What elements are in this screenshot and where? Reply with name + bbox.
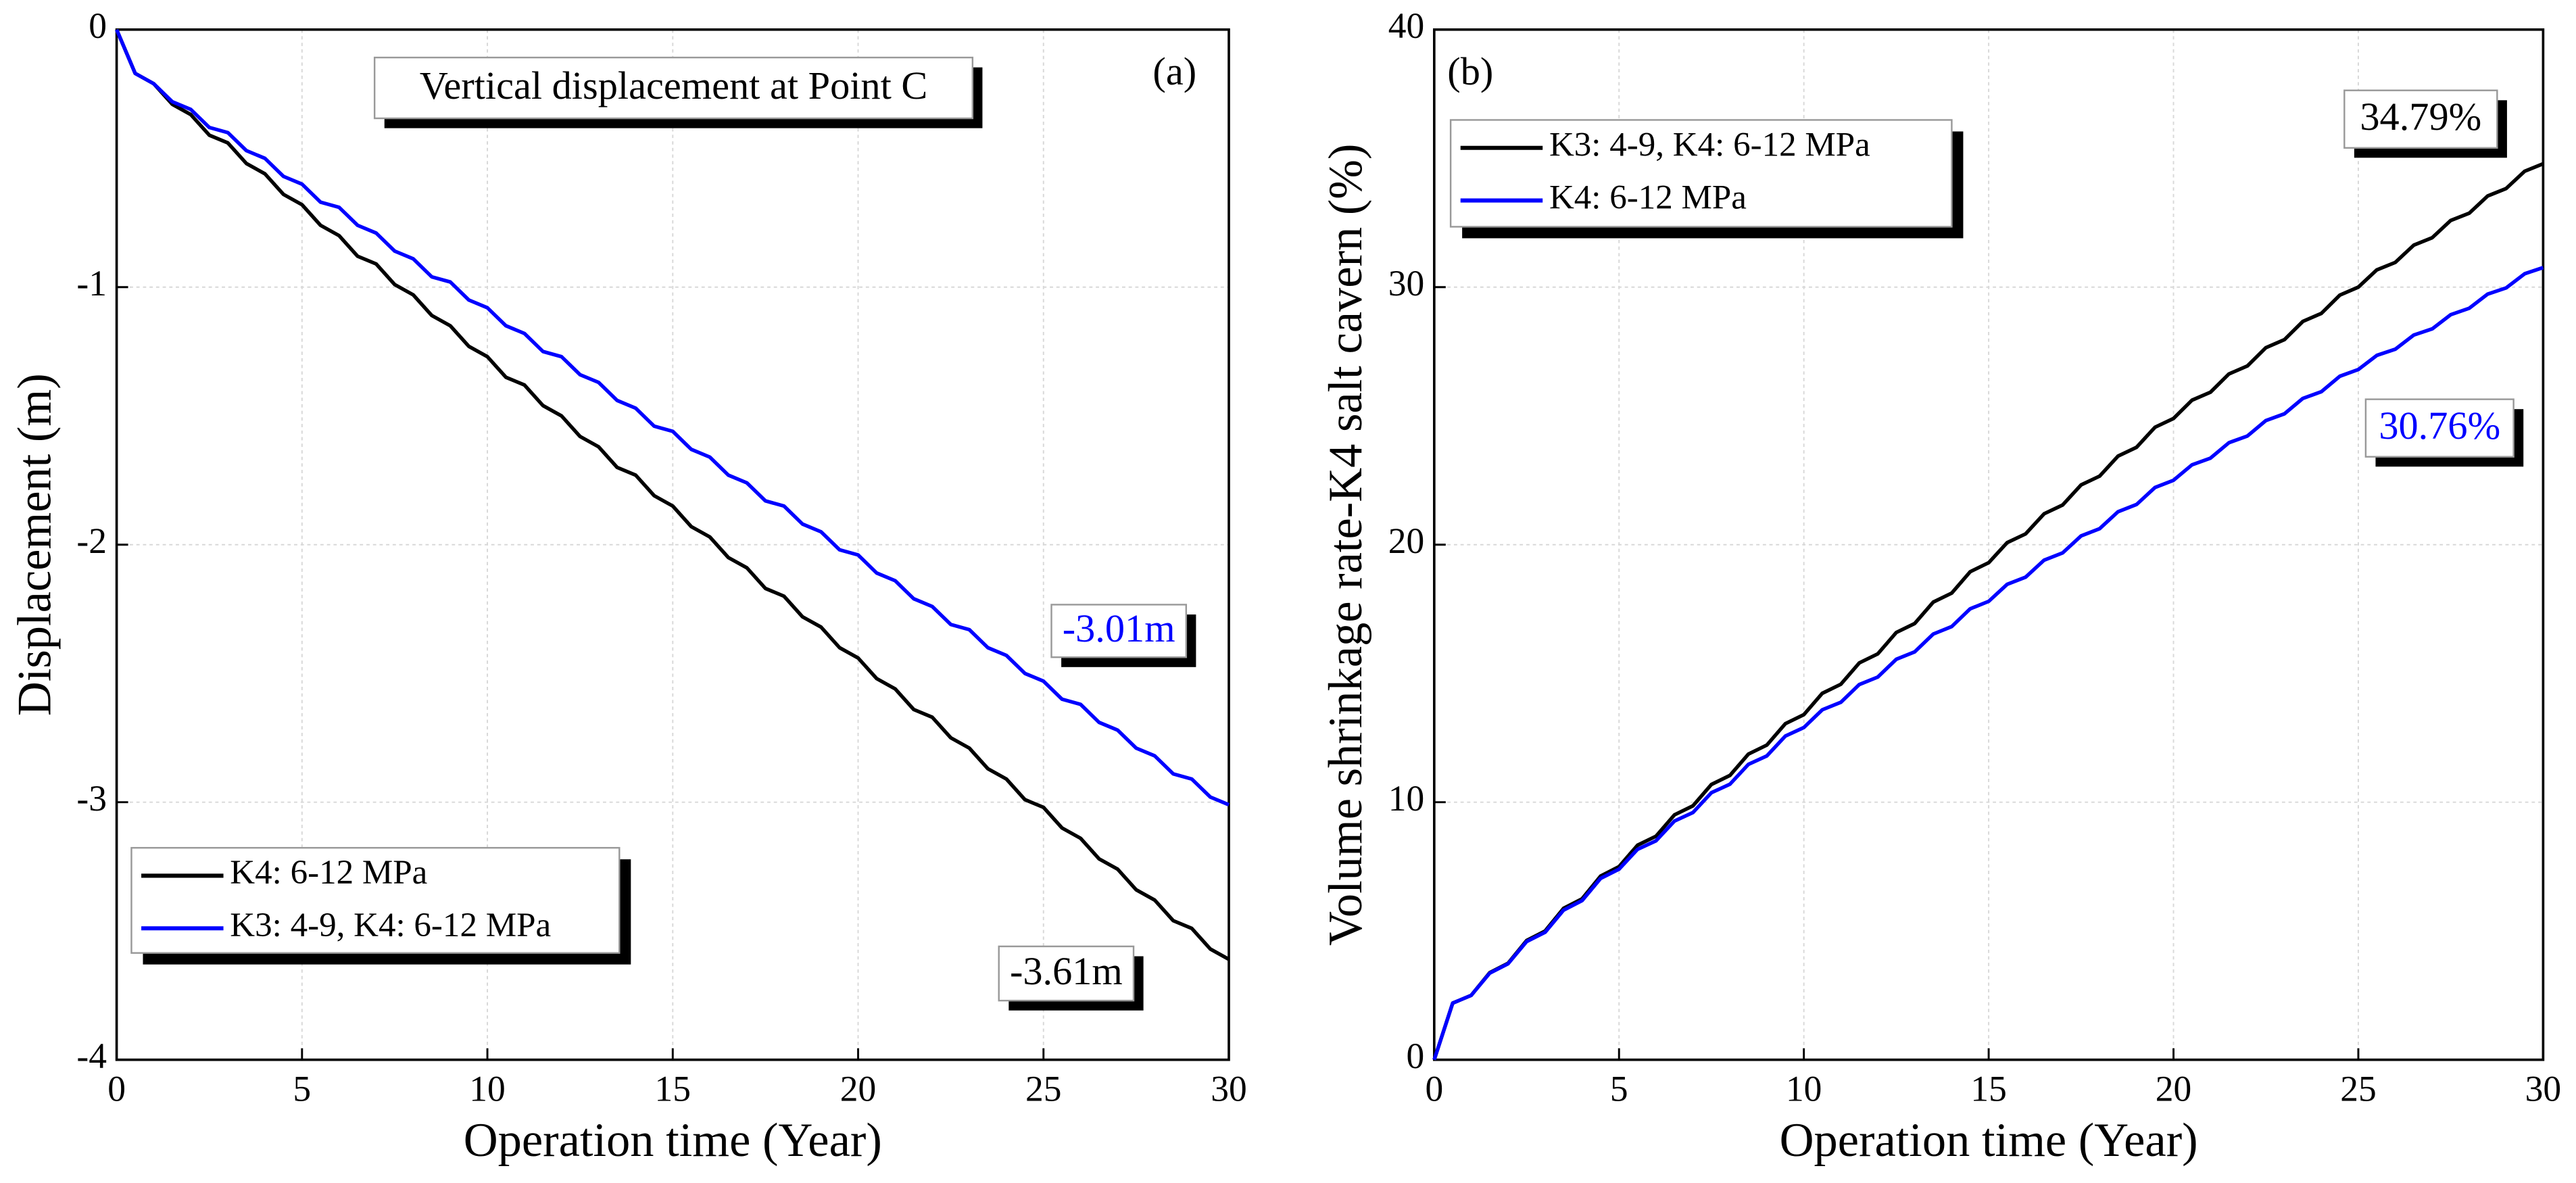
x-tick-label: 0 (1425, 1069, 1443, 1109)
annotation: -3.01m (1063, 606, 1175, 650)
legend-label: K4: 6-12 MPa (1549, 178, 1747, 216)
legend-label: K4: 6-12 MPa (230, 854, 427, 892)
y-tick-label: -4 (76, 1036, 107, 1076)
x-tick-label: 0 (107, 1069, 126, 1109)
annotation-box (1050, 604, 1188, 658)
annotation: 30.76% (2379, 404, 2500, 448)
series-line (115, 28, 1230, 806)
y-tick-label: 0 (89, 5, 107, 46)
x-tick-label: 10 (1786, 1069, 1822, 1109)
legend-label: K3: 4-9, K4: 6-12 MPa (230, 907, 551, 944)
annotation: 34.79% (2360, 95, 2481, 139)
x-tick-label: 30 (1211, 1069, 1246, 1109)
legend (1449, 119, 1953, 228)
x-tick-label: 20 (2156, 1069, 2191, 1109)
annotation: Vertical displacement at Point C (420, 64, 928, 107)
y-axis-label: Displacement (m) (9, 373, 62, 716)
y-tick-label: 40 (1388, 5, 1424, 46)
plot-frame (115, 28, 1230, 1061)
annotation-box (2343, 89, 2498, 149)
annotation: (b) (1447, 49, 1493, 93)
y-tick-label: 0 (1406, 1036, 1424, 1076)
x-tick-label: 20 (840, 1069, 876, 1109)
y-tick-label: -3 (76, 778, 107, 819)
legend (130, 846, 621, 954)
y-axis-label: Volume shrinkage rate-K4 salt cavern (%) (1319, 144, 1372, 946)
annotation-box (373, 56, 974, 120)
x-tick-label: 30 (2525, 1069, 2561, 1109)
x-tick-label: 25 (2340, 1069, 2376, 1109)
x-tick-label: 15 (1970, 1069, 2006, 1109)
y-tick-label: 20 (1388, 521, 1424, 561)
annotation-box (2364, 398, 2514, 458)
y-tick-label: -2 (76, 521, 107, 561)
y-tick-label: -1 (76, 263, 107, 304)
x-axis-label: Operation time (Year) (1780, 1114, 2198, 1167)
legend-label: K3: 4-9, K4: 6-12 MPa (1549, 126, 1870, 164)
y-tick-label: 30 (1388, 263, 1424, 304)
annotation-box (998, 945, 1135, 1002)
x-tick-label: 5 (1610, 1069, 1628, 1109)
series-line (1432, 266, 2544, 1061)
y-tick-label: 10 (1388, 778, 1424, 819)
series-line (115, 28, 1230, 961)
x-tick-label: 25 (1025, 1069, 1061, 1109)
x-tick-label: 15 (655, 1069, 691, 1109)
annotation: (a) (1152, 49, 1196, 93)
x-tick-label: 5 (293, 1069, 311, 1109)
plot-frame (1432, 28, 2545, 1061)
annotation: -3.61m (1010, 949, 1123, 993)
x-tick-label: 10 (469, 1069, 505, 1109)
x-axis-label: Operation time (Year) (464, 1114, 882, 1167)
